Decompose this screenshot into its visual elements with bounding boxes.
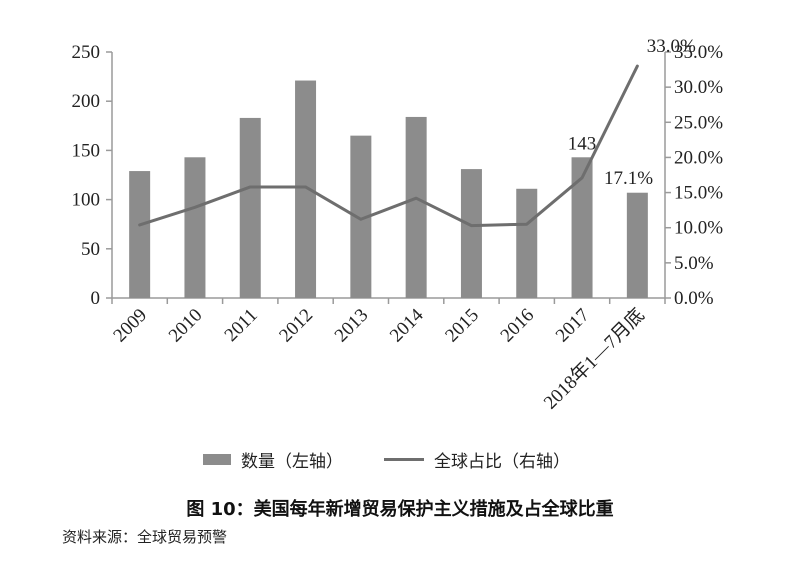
left-axis-tick-label: 200 [72, 91, 101, 112]
x-axis-tick-label: 2012 [275, 305, 317, 347]
x-axis-tick-label: 2015 [441, 305, 483, 347]
x-axis-tick-label: 2018年1—7月底 [539, 304, 649, 414]
bar [626, 192, 648, 298]
source-note: 资料来源：全球贸易预警 [62, 528, 228, 546]
x-axis-tick-label: 2013 [331, 305, 373, 347]
right-axis-tick-label: 30.0% [674, 77, 723, 98]
legend-item-count: 数量（左轴） [203, 447, 343, 472]
bar [350, 135, 372, 298]
left-axis-tick-label: 150 [72, 140, 101, 161]
x-axis-tick-label: 2010 [165, 305, 207, 347]
bar [405, 116, 427, 298]
left-axis-tick-label: 250 [72, 42, 101, 63]
figure-caption: 图 10：美国每年新增贸易保护主义措施及占全球比重 [186, 499, 614, 520]
bar [129, 171, 151, 298]
right-axis-tick-label: 25.0% [674, 112, 723, 133]
legend-bar-label: 数量（左轴） [241, 452, 343, 472]
x-axis-tick-label: 2016 [497, 305, 539, 347]
left-axis-tick-label: 50 [81, 239, 100, 260]
right-axis-tick-label: 15.0% [674, 183, 723, 204]
bar [184, 157, 206, 298]
x-axis-tick-label: 2017 [552, 305, 594, 347]
bar [295, 80, 317, 298]
x-axis-tick-label: 2011 [221, 305, 262, 346]
share-line [138, 64, 639, 228]
legend-item-share: 全球占比（右轴） [384, 447, 570, 472]
right-axis-tick-label: 35.0% [674, 42, 723, 63]
legend: 数量（左轴） 全球占比（右轴） [0, 447, 800, 477]
chart: 0 50 100 150 200 250 0.0% 5.0% 10.0% 15.0% 20.0% 25… [72, 36, 724, 414]
legend-line-swatch [384, 458, 424, 461]
right-axis-tick-label: 20.0% [674, 147, 723, 168]
bar [571, 157, 593, 298]
x-axis-tick-label: 2009 [109, 305, 151, 347]
data-label: 17.1% [604, 168, 653, 189]
bar [460, 169, 482, 298]
data-label: 143 [568, 133, 597, 154]
right-axis-tick-label: 10.0% [674, 218, 723, 239]
right-axis-tick-label: 5.0% [674, 253, 714, 274]
data-label: 33.0% [647, 36, 696, 57]
legend-bar-swatch [203, 454, 231, 465]
legend-line-label: 全球占比（右轴） [434, 452, 570, 472]
bar [516, 188, 538, 298]
left-axis-tick-label: 100 [72, 190, 101, 211]
right-axis-tick-label: 0.0% [674, 288, 714, 309]
bar [239, 117, 261, 298]
left-axis-tick-label: 0 [91, 288, 101, 309]
x-axis-tick-label: 2014 [386, 304, 428, 346]
